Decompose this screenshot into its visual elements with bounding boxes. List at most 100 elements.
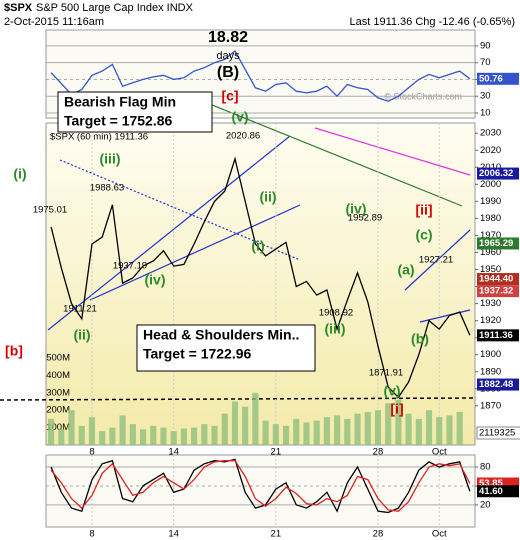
x-tick-label: 28	[373, 529, 384, 540]
volume-bar	[385, 403, 392, 445]
annotation: (iv)	[145, 272, 166, 288]
y-tick-label: 1950	[480, 264, 501, 275]
x-tick-label: 14	[168, 447, 179, 458]
annotation: 1937.19	[113, 261, 147, 272]
annotation: [ii]	[415, 202, 432, 218]
y-tick-label: 1980	[480, 213, 501, 224]
annotation: 18.82	[208, 29, 248, 46]
annotation: [c]	[221, 88, 238, 104]
y-tick-label: 2010	[480, 162, 501, 173]
annotation: (i)	[251, 238, 264, 254]
value-tag	[477, 485, 519, 498]
y2-tick-label: 200M	[46, 405, 70, 416]
value-tag-label: 53.85	[479, 478, 503, 489]
volume-bar	[456, 411, 463, 445]
value-tag	[477, 72, 519, 85]
value-tag	[477, 273, 519, 286]
y-tick-label: 1870	[480, 400, 501, 411]
volume-bar	[262, 420, 269, 445]
target-text: Head & Shoulders Min..	[143, 327, 299, 343]
y-tick-label: 20	[480, 499, 491, 510]
volume-bar	[180, 428, 187, 445]
volume-bar	[139, 429, 147, 445]
volume-bar	[354, 413, 361, 445]
series-line	[50, 50, 471, 102]
volume-bar	[150, 425, 157, 445]
annotation: days	[216, 50, 240, 62]
value-tag	[477, 237, 519, 250]
series-line	[50, 460, 471, 512]
volume-bar	[68, 410, 75, 445]
volume-bar	[405, 413, 412, 445]
annotation: (i)	[13, 166, 26, 182]
y-tick-label: 1970	[480, 230, 501, 241]
volume-bar	[446, 415, 453, 445]
annotation: 1975.01	[33, 205, 67, 216]
x-tick-label: 28	[373, 447, 384, 458]
x-tick-label: 21	[271, 447, 282, 458]
annotation: (b)	[411, 331, 429, 347]
y-tick-label: 10	[480, 107, 491, 118]
volume-bar	[211, 425, 218, 445]
annotation: (iii)	[100, 151, 121, 167]
value-tag-label: 1882.48	[479, 379, 513, 390]
volume-bar	[364, 411, 371, 445]
value-tag-label: 50.76	[479, 73, 503, 84]
value-tag-label: 41.60	[479, 486, 503, 497]
x-tick-label: 14	[168, 529, 179, 540]
volume-bar	[170, 431, 177, 445]
target-box	[136, 324, 316, 372]
volume-bar	[160, 427, 167, 445]
annotation: 1871.91	[369, 368, 403, 379]
value-tag-label: 1937.32	[479, 286, 513, 297]
quote: Last 1911.36 Chg -12.46 (-0.65%)	[349, 16, 515, 28]
value-tag-label: 1944.40	[479, 274, 513, 285]
x-tick-label: 21	[271, 529, 282, 540]
value-tag-label: 1965.29	[479, 238, 513, 249]
volume-bar	[191, 427, 198, 445]
x-tick-label: 8	[89, 447, 94, 458]
volume-bar	[88, 417, 96, 445]
volume-bar	[374, 410, 382, 445]
volume-bar	[99, 431, 106, 445]
y2-tick-label: 500M	[46, 353, 70, 364]
volume-bar	[129, 424, 136, 445]
volume-bar	[231, 401, 239, 445]
annotation: (ii)	[259, 189, 276, 205]
annotation: [i]	[390, 401, 403, 417]
annotation: 1908.92	[319, 308, 353, 319]
value-tag-label: 2006.32	[479, 168, 513, 179]
volume-bar	[303, 422, 310, 445]
legend: $SPX (60 min) 1911.36	[50, 132, 148, 143]
annotation: 2020.86	[226, 131, 260, 142]
volume-bar	[109, 427, 116, 445]
trend-lines	[0, 91, 476, 401]
y-tick-label: 30	[480, 91, 491, 102]
volume-bar	[272, 424, 279, 445]
volume-last-label: 2119325	[479, 428, 515, 439]
value-tag	[476, 426, 520, 440]
y-tick-label: 1900	[480, 349, 501, 360]
annotation: (a)	[397, 262, 414, 278]
target-text: Bearish Flag Min	[64, 94, 176, 110]
series-line	[50, 458, 471, 514]
volume-bar	[344, 418, 351, 445]
annotation: (iii)	[325, 321, 346, 337]
volume-bar	[201, 424, 208, 445]
index-name: S&P 500 Large Cap Index INDX	[36, 2, 194, 14]
annotation: 1952.89	[348, 213, 382, 224]
y2-tick-label: 100M	[46, 422, 70, 433]
volume-bar	[334, 415, 341, 445]
symbol: $SPX	[4, 2, 33, 14]
value-tag	[477, 285, 519, 298]
volume-bar	[78, 425, 85, 445]
volume-bar	[293, 418, 300, 445]
annotation: 1927.21	[419, 255, 453, 266]
y2-tick-label: 300M	[46, 387, 70, 398]
annotation: (v)	[231, 109, 248, 125]
volume-bar	[119, 415, 126, 445]
y-tick-label: 1930	[480, 298, 501, 309]
volume-bar	[395, 399, 402, 445]
